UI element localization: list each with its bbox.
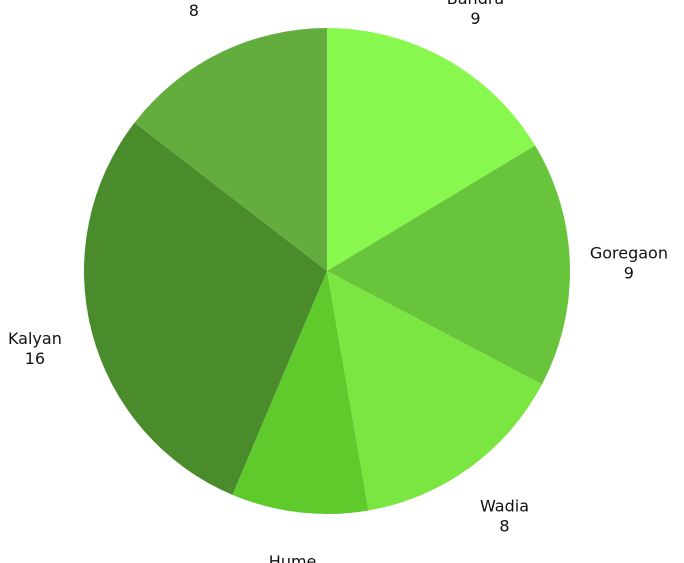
pie-slice-kalyan — [84, 122, 328, 495]
pie-slice-panvel — [134, 28, 327, 271]
slice-label-value: 9 — [470, 9, 480, 28]
slice-label-value: 9 — [624, 263, 634, 282]
slice-label-category: Wadia — [480, 496, 529, 515]
slice-label-value: 8 — [189, 1, 199, 20]
pie-slices — [84, 28, 570, 514]
pie-slice-wadia — [327, 271, 542, 511]
pie-slice-bandra — [327, 28, 536, 271]
pie-slice-goregaon — [327, 145, 570, 385]
slice-label-category: Kalyan — [8, 329, 62, 348]
pie-labels: Bandra9Goregaon9Wadia8Hume5Kalyan16Panve… — [8, 0, 668, 563]
slice-label-value: 16 — [25, 349, 45, 368]
pie-slice-hume — [232, 271, 369, 514]
slice-label-category: Hume — [269, 552, 317, 563]
slice-label-category: Bandra — [447, 0, 504, 8]
slice-label-category: Goregaon — [590, 243, 668, 262]
slice-label-value: 8 — [499, 516, 509, 535]
